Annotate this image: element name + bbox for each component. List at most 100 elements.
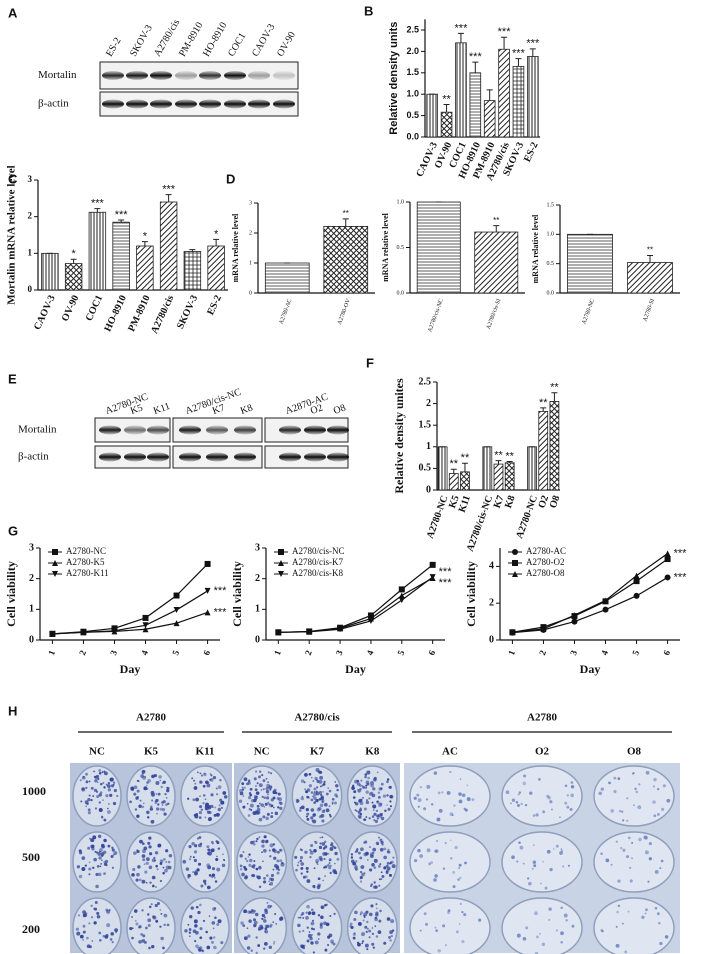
colony-dot bbox=[279, 848, 282, 852]
colony-dot bbox=[362, 785, 365, 789]
x-tick-label: 1 bbox=[506, 648, 517, 656]
marker bbox=[633, 572, 640, 579]
colony-dot bbox=[305, 866, 309, 870]
blot-band bbox=[304, 452, 326, 462]
colony-dot bbox=[426, 784, 431, 789]
colony-dot bbox=[322, 847, 326, 850]
blot-band bbox=[206, 425, 228, 435]
colony-dot bbox=[324, 802, 328, 807]
colony-dot bbox=[379, 847, 384, 852]
colony-dot bbox=[629, 866, 632, 869]
colony-dot bbox=[140, 774, 144, 778]
colony-dot bbox=[141, 939, 145, 943]
lane-label: K5 bbox=[129, 402, 144, 417]
colony-dot bbox=[145, 861, 149, 865]
error-bar bbox=[529, 48, 536, 57]
colony-dot bbox=[159, 807, 163, 811]
colony-dot bbox=[216, 923, 220, 926]
colony-dot bbox=[81, 787, 86, 792]
colony-dot bbox=[209, 778, 214, 782]
blot-band bbox=[327, 425, 349, 435]
colony-dot bbox=[363, 872, 366, 875]
colony-dot bbox=[333, 846, 337, 850]
colony-dot bbox=[331, 801, 334, 804]
colony-dot bbox=[654, 869, 659, 874]
colony-dot bbox=[330, 842, 334, 846]
colony-dot bbox=[615, 925, 618, 928]
colony-dot bbox=[566, 805, 570, 809]
colony-dot bbox=[198, 948, 202, 952]
error-bar bbox=[486, 89, 493, 101]
colony-dot bbox=[160, 785, 163, 789]
colony-dot bbox=[336, 788, 339, 792]
colony-dot bbox=[372, 885, 377, 889]
annotation: *** bbox=[439, 577, 453, 589]
colony-dot bbox=[360, 779, 363, 782]
colony-dot bbox=[299, 916, 302, 919]
colony-dot bbox=[214, 806, 217, 809]
colony-dot bbox=[528, 881, 532, 886]
bar bbox=[440, 111, 453, 138]
colony-dot bbox=[328, 789, 332, 793]
colony-dot bbox=[300, 913, 304, 917]
blot-band bbox=[179, 452, 201, 462]
colony-dot bbox=[643, 835, 648, 840]
y-tick-label: 2.0 bbox=[406, 46, 419, 56]
colony-dot bbox=[533, 864, 537, 868]
colony-dot bbox=[549, 867, 553, 872]
colony-dot bbox=[616, 910, 619, 914]
bar bbox=[567, 233, 613, 294]
colony-dot bbox=[313, 867, 316, 870]
y-tick-label: 2 bbox=[28, 211, 33, 221]
colony-dot bbox=[140, 933, 144, 936]
marker bbox=[52, 571, 58, 577]
colony-dot bbox=[258, 775, 262, 779]
marker bbox=[398, 592, 405, 599]
colony-dot bbox=[138, 804, 142, 809]
colony-dot bbox=[263, 880, 267, 884]
colony-dot bbox=[215, 787, 218, 790]
colony-dot bbox=[297, 916, 300, 919]
colony-dot bbox=[364, 775, 367, 779]
blot-band bbox=[175, 99, 197, 109]
colony-dot bbox=[202, 802, 205, 805]
colony-dot bbox=[150, 805, 153, 808]
colony-dot bbox=[363, 852, 368, 857]
colony-dot bbox=[90, 838, 94, 842]
colony-dot bbox=[389, 805, 393, 808]
colony-dot bbox=[389, 939, 392, 942]
colony-dot bbox=[647, 880, 650, 883]
colony-dot bbox=[103, 818, 107, 822]
colony-dot bbox=[384, 809, 387, 813]
colony-dot bbox=[560, 906, 563, 910]
colony-dot bbox=[267, 781, 269, 783]
colony-dot bbox=[161, 801, 164, 804]
colony-dot bbox=[182, 859, 187, 864]
colony-dot bbox=[620, 810, 624, 813]
marker bbox=[633, 578, 640, 585]
colony-dot bbox=[213, 813, 217, 817]
x-tick-label: K5 bbox=[447, 494, 462, 510]
colony-dot bbox=[329, 815, 332, 818]
colony-dot bbox=[372, 946, 376, 949]
bar bbox=[264, 262, 310, 294]
colony-dot bbox=[263, 916, 266, 919]
colony-dot bbox=[334, 851, 338, 856]
colony-dot bbox=[390, 919, 395, 924]
y-tick-label: 1 bbox=[29, 604, 34, 615]
colony-dot bbox=[239, 854, 243, 858]
colony-dot bbox=[380, 782, 384, 786]
annotation: *** bbox=[674, 571, 688, 583]
colony-dot bbox=[458, 867, 461, 869]
error-bar bbox=[495, 460, 502, 465]
colony-dot bbox=[629, 879, 633, 883]
colony-dot bbox=[366, 927, 369, 930]
colony-dot bbox=[151, 774, 155, 779]
colony-dot bbox=[310, 941, 314, 945]
colony-dot bbox=[363, 841, 366, 844]
colony-dot bbox=[279, 859, 283, 863]
colony-dot bbox=[548, 907, 552, 911]
colony-dot bbox=[299, 859, 303, 863]
colony-dot bbox=[279, 916, 284, 921]
panel-label: B bbox=[364, 3, 373, 18]
